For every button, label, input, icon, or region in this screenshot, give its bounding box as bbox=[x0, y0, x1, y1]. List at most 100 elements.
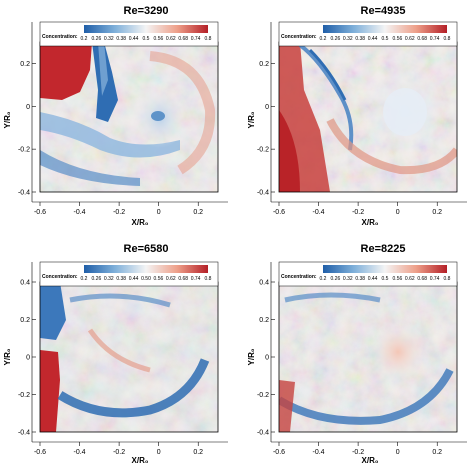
x-tick-label: 0 bbox=[396, 449, 400, 456]
x-tick-label: -0.6 bbox=[34, 209, 46, 216]
colorbar-tick-label: 0.62 bbox=[405, 36, 415, 42]
colorbar-tick-label: 0.8 bbox=[205, 276, 212, 282]
y-tick-label: -0.2 bbox=[257, 392, 269, 399]
y-tick-label: 0.4 bbox=[20, 280, 30, 287]
y-tick-label: -0.4 bbox=[257, 430, 269, 437]
colorbar-tick-label: 0.68 bbox=[417, 276, 427, 282]
y-axis-title: Y/R₀ bbox=[247, 111, 256, 128]
colorbar-gradient bbox=[323, 25, 447, 33]
colorbar-ticks: 0.2 0.26 0.32 0.38 0.44 0.5 0.56 0.62 0.68 0.74 0.… bbox=[320, 36, 451, 42]
colorbar-label: Concentration: bbox=[281, 34, 317, 40]
heatmap-field bbox=[279, 282, 457, 432]
colorbar-tick-label: 0.26 bbox=[92, 36, 102, 42]
colorbar-tick-label: 0.38 bbox=[355, 36, 365, 42]
colorbar-tick-label: 0.68 bbox=[178, 36, 188, 42]
colorbar-tick-label: 0.26 bbox=[331, 276, 341, 282]
x-tick-label: 0 bbox=[157, 449, 161, 456]
y-tick-label: 0.2 bbox=[259, 317, 269, 324]
colorbar-tick-label: 0.44 bbox=[368, 276, 378, 282]
x-tick-label: 0 bbox=[157, 209, 161, 216]
y-tick-label: -0.4 bbox=[18, 190, 30, 197]
y-tick-label: -0.2 bbox=[18, 147, 30, 154]
x-axis-title: X/R₀ bbox=[132, 456, 149, 465]
colorbar-label: Concentration: bbox=[42, 274, 78, 280]
x-tick-label: -0.2 bbox=[113, 449, 125, 456]
colorbar-tick-label: 0.56 bbox=[154, 36, 164, 42]
panel-re-8225: -0.6 -0.4 -0.2 0 0.2 0.4 0.2 0 -0.2 -0.4 X/R₀ Y/… bbox=[247, 243, 467, 465]
colorbar: Concentration: 0.2 0.26 0.32 0.38 0.44 0.5 0.5… bbox=[39, 21, 219, 47]
x-tick-label: -0.2 bbox=[352, 449, 364, 456]
x-ticks: -0.6 -0.4 -0.2 0 0.2 bbox=[271, 201, 467, 216]
x-tick-label: -0.6 bbox=[273, 449, 285, 456]
colorbar-tick-label: 0.50 bbox=[141, 276, 151, 282]
colorbar-label: Concentration: bbox=[281, 274, 317, 280]
colorbar-tick-label: 0.62 bbox=[166, 276, 176, 282]
x-tick-label: -0.4 bbox=[313, 209, 325, 216]
panel-title: Re=8225 bbox=[361, 243, 406, 255]
colorbar-tick-label: 0.62 bbox=[166, 36, 176, 42]
colorbar-tick-label: 0.38 bbox=[355, 276, 365, 282]
panel-title: Re=6580 bbox=[124, 243, 169, 255]
y-tick-label: -0.2 bbox=[18, 392, 30, 399]
y-ticks: 0.2 0 -0.2 -0.4 bbox=[257, 22, 275, 202]
colorbar: Concentration: 0.2 0.26 0.32 0.38 0.44 0.5 0.5… bbox=[278, 261, 458, 287]
colorbar-tick-label: 0.5 bbox=[382, 36, 389, 42]
panel-title: Re=4935 bbox=[361, 5, 406, 17]
colorbar-tick-label: 0.62 bbox=[405, 276, 415, 282]
colorbar-tick-label: 0.8 bbox=[444, 276, 451, 282]
colorbar-gradient bbox=[84, 25, 208, 33]
y-tick-label: 0 bbox=[26, 104, 30, 111]
colorbar-tick-label: 0.32 bbox=[104, 276, 114, 282]
colorbar-tick-label: 0.56 bbox=[154, 276, 164, 282]
panel-re-4935: -0.6 -0.4 -0.2 0 0.2 0.20-0.2-0.4 X/R₀ Y/R₀ … bbox=[247, 5, 467, 227]
colorbar-tick-label: 0.8 bbox=[444, 36, 451, 42]
y-tick-label: 0 bbox=[265, 104, 269, 111]
colorbar-tick-label: 0.44 bbox=[129, 36, 139, 42]
x-tick-label: -0.4 bbox=[74, 209, 86, 216]
panel-title: Re=3290 bbox=[124, 5, 169, 17]
x-tick-label: -0.6 bbox=[34, 449, 46, 456]
colorbar-tick-label: 0.32 bbox=[343, 276, 353, 282]
x-tick-label: 0 bbox=[396, 209, 400, 216]
colorbar-tick-label: 0.32 bbox=[343, 36, 353, 42]
y-tick-label: 0.4 bbox=[259, 280, 269, 287]
colorbar-ticks: 0.2 0.26 0.32 0.38 0.44 0.5 0.56 0.62 0.68 0.74 0.… bbox=[81, 36, 212, 42]
x-ticks: -0.6 -0.4 -0.2 0 0.2 bbox=[32, 441, 228, 456]
colorbar-tick-label: 0.26 bbox=[331, 36, 341, 42]
colorbar-tick-label: 0.2 bbox=[320, 276, 327, 282]
y-tick-label: -0.4 bbox=[257, 190, 269, 197]
x-axis-title: X/R₀ bbox=[132, 218, 149, 227]
colorbar-tick-label: 0.5 bbox=[143, 36, 150, 42]
colorbar: Concentration: 0.2 0.26 0.32 0.38 0.44 0.50 0.… bbox=[39, 261, 219, 287]
colorbar-ticks: 0.2 0.26 0.32 0.38 0.44 0.50 0.56 0.62 0.68 0.74 0… bbox=[81, 276, 212, 282]
x-tick-label: -0.2 bbox=[352, 209, 364, 216]
colorbar-tick-label: 0.56 bbox=[393, 36, 403, 42]
colorbar-tick-label: 0.2 bbox=[81, 36, 88, 42]
heatmap-field bbox=[40, 282, 218, 432]
y-axis-title: Y/R₀ bbox=[3, 111, 12, 128]
x-ticks: -0.6 -0.4 -0.2 0 0.2 bbox=[32, 201, 228, 216]
colorbar-tick-label: 0.8 bbox=[205, 36, 212, 42]
colorbar-tick-label: 0.74 bbox=[430, 36, 440, 42]
heatmap-field bbox=[279, 42, 457, 192]
x-tick-label: -0.4 bbox=[313, 449, 325, 456]
y-tick-label: -0.2 bbox=[257, 147, 269, 154]
y-axis-title: Y/R₀ bbox=[247, 348, 256, 365]
colorbar-tick-label: 0.74 bbox=[430, 276, 440, 282]
colorbar-tick-label: 0.32 bbox=[104, 36, 114, 42]
colorbar-tick-label: 0.68 bbox=[417, 36, 427, 42]
colorbar-tick-label: 0.38 bbox=[116, 276, 126, 282]
colorbar: Concentration: 0.2 0.26 0.32 0.38 0.44 0.5 0.5… bbox=[278, 21, 458, 47]
y-tick-label: -0.4 bbox=[18, 430, 30, 437]
x-axis-title: X/R₀ bbox=[362, 456, 379, 465]
colorbar-gradient bbox=[84, 265, 208, 273]
x-tick-label: -0.4 bbox=[74, 449, 86, 456]
colorbar-tick-label: 0.38 bbox=[116, 36, 126, 42]
heatmap-field bbox=[40, 42, 218, 192]
y-tick-label: 0.2 bbox=[20, 317, 30, 324]
x-ticks: -0.6 -0.4 -0.2 0 0.2 bbox=[271, 441, 467, 456]
y-tick-label: 0.2 bbox=[259, 61, 269, 68]
colorbar-tick-label: 0.2 bbox=[320, 36, 327, 42]
colorbar-tick-label: 0.2 bbox=[81, 276, 88, 282]
colorbar-tick-label: 0.56 bbox=[393, 276, 403, 282]
